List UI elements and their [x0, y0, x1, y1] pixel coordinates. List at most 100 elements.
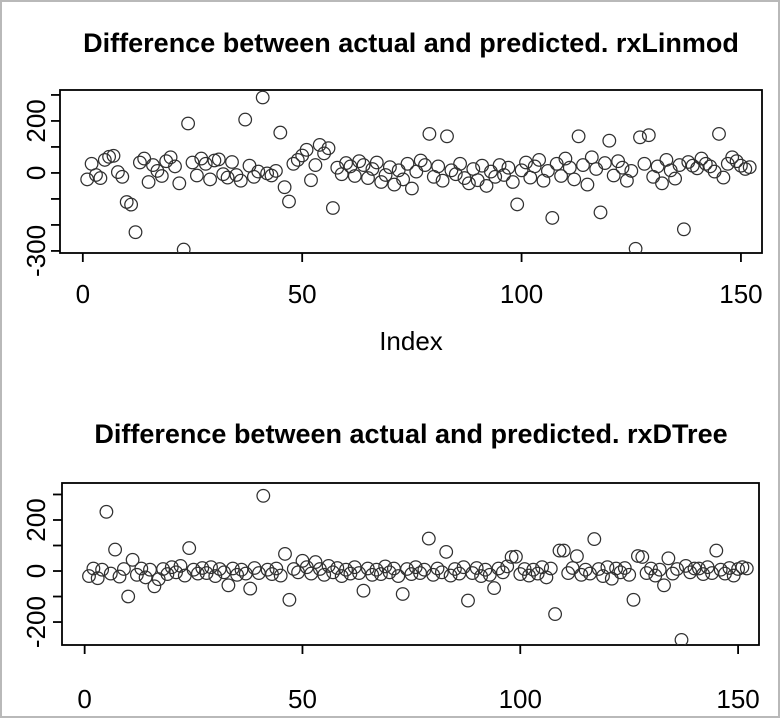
data-point — [440, 129, 454, 144]
data-point — [147, 579, 162, 594]
data-point — [260, 562, 275, 577]
data-point — [532, 152, 547, 167]
data-point — [672, 158, 687, 173]
data-point — [189, 168, 204, 183]
data-point — [204, 560, 218, 575]
data-point — [273, 568, 288, 583]
data-point — [540, 163, 555, 178]
data-point — [382, 160, 397, 175]
data-point — [569, 549, 584, 564]
data-point — [554, 169, 569, 183]
data-point — [641, 128, 656, 143]
data-point — [683, 565, 698, 580]
data-point — [391, 163, 406, 178]
data-point — [339, 156, 354, 171]
data-point — [308, 158, 323, 173]
data-point — [435, 173, 450, 188]
data-point — [125, 552, 140, 567]
data-point — [181, 116, 196, 131]
data-point — [356, 583, 371, 598]
data-point — [483, 164, 498, 179]
data-point — [212, 562, 227, 576]
data-point — [395, 587, 410, 601]
data-point — [160, 567, 175, 582]
data-point — [286, 156, 301, 171]
data-point — [282, 194, 296, 209]
plot-box — [61, 482, 760, 646]
data-point — [396, 172, 411, 187]
data-point — [562, 160, 577, 175]
data-point — [221, 578, 236, 593]
data-point — [90, 571, 105, 586]
data-point — [82, 569, 96, 584]
data-point — [690, 161, 705, 176]
data-point — [644, 561, 658, 576]
data-point — [317, 146, 332, 161]
data-point — [676, 222, 691, 237]
data-point — [470, 173, 485, 188]
data-point — [652, 562, 667, 577]
data-point — [606, 168, 621, 183]
y-tick-label: 200 — [21, 99, 51, 142]
data-point — [492, 158, 507, 173]
data-point — [256, 488, 271, 503]
data-point — [558, 151, 573, 166]
x-tick-label: 0 — [77, 684, 91, 714]
data-point — [173, 558, 188, 573]
data-point — [639, 566, 654, 581]
x-tick-label: 150 — [716, 684, 759, 714]
data-point — [519, 155, 533, 170]
data-point — [282, 592, 297, 607]
data-point — [264, 168, 279, 183]
data-point — [580, 177, 595, 192]
data-point — [513, 567, 528, 582]
data-point — [657, 578, 671, 593]
data-point — [574, 567, 589, 582]
data-point — [404, 567, 419, 582]
data-point — [277, 180, 292, 195]
data-point — [617, 561, 632, 575]
data-point — [526, 562, 541, 577]
data-point — [195, 561, 210, 575]
y-tick-label: -200 — [21, 596, 51, 648]
data-point — [650, 159, 665, 174]
data-point — [124, 197, 139, 212]
data-point — [543, 561, 558, 576]
data-point — [97, 152, 112, 167]
data-point — [238, 112, 253, 127]
data-point — [119, 195, 134, 209]
data-point — [593, 205, 608, 220]
data-point — [725, 150, 740, 165]
linmod-plot: Difference between actual and predicted.… — [21, 28, 763, 356]
data-point — [434, 565, 449, 580]
data-point — [326, 565, 340, 580]
data-point — [552, 543, 567, 558]
data-point — [273, 125, 288, 140]
data-point — [141, 175, 156, 189]
x-tick-label: 100 — [499, 684, 542, 714]
data-point — [80, 172, 95, 187]
data-point — [587, 532, 602, 547]
data-point — [330, 561, 345, 575]
data-point — [628, 241, 643, 253]
data-point — [373, 567, 388, 582]
data-point — [216, 167, 231, 182]
data-point — [539, 570, 554, 585]
data-point — [369, 155, 384, 170]
data-point — [400, 156, 415, 171]
data-point — [447, 562, 462, 576]
data-point — [121, 589, 136, 604]
data-point — [510, 197, 525, 212]
data-point — [453, 156, 468, 171]
data-point — [95, 562, 110, 577]
data-point — [567, 172, 582, 187]
data-point — [576, 158, 590, 173]
data-point — [352, 566, 367, 581]
data-point — [431, 159, 446, 174]
data-point — [465, 566, 480, 581]
y-tick-label: 0 — [21, 564, 51, 578]
data-point — [556, 543, 571, 558]
data-point — [156, 562, 171, 576]
data-point — [637, 156, 652, 171]
data-point — [325, 201, 340, 215]
